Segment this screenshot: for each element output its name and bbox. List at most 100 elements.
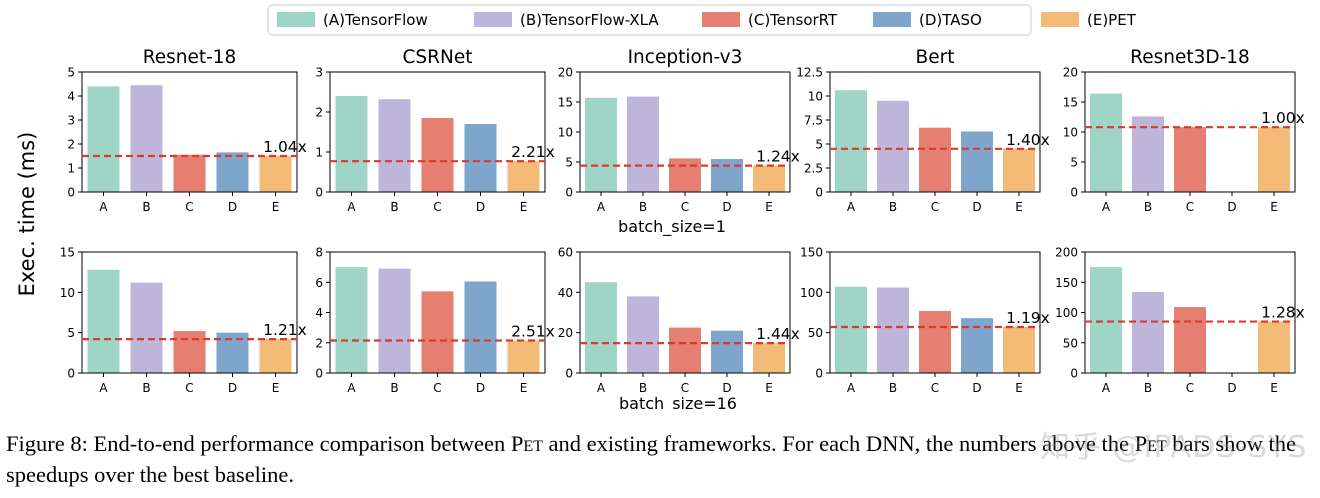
- x-tick-label: C: [1186, 200, 1194, 214]
- bar-e: [753, 165, 785, 192]
- bar-b: [1132, 116, 1164, 192]
- x-tick-label: C: [681, 200, 689, 214]
- y-tick-label: 15: [558, 96, 573, 110]
- legend-swatch-b: [474, 12, 512, 27]
- axes-frame: [579, 251, 791, 374]
- bar-a: [87, 86, 120, 192]
- legend-frame: [267, 4, 1032, 36]
- x-tick-label: B: [390, 381, 398, 395]
- y-tick-label: 5: [1070, 156, 1078, 170]
- x-tick-label: B: [142, 381, 150, 395]
- y-tick-label: 2.5: [804, 162, 823, 176]
- x-tick-label: E: [1270, 200, 1278, 214]
- watermark-text: 知乎 @IPADS-SYS: [1040, 430, 1308, 465]
- y-tick-label: 7.5: [804, 114, 823, 128]
- x-tick-label: E: [272, 200, 280, 214]
- x-tick-label: E: [520, 200, 528, 214]
- figure-caption: Figure 8: End-to-end performance compari…: [6, 428, 1306, 490]
- x-tick-label: C: [931, 200, 939, 214]
- bar-a: [335, 267, 368, 373]
- y-tick-label: 0: [67, 367, 75, 381]
- x-tick-label: D: [972, 200, 981, 214]
- y-tick-label: 4: [315, 306, 323, 320]
- x-tick-label: E: [1015, 200, 1023, 214]
- x-tick-label: E: [765, 381, 773, 395]
- x-tick-label: D: [972, 381, 981, 395]
- x-tick-label: D: [476, 200, 485, 214]
- y-tick-label: 2: [315, 336, 323, 350]
- chart-panel-8: A B C D E 0 20 40 60 1.44x: [558, 246, 800, 396]
- x-tick-label: C: [185, 381, 193, 395]
- y-tick-label: 3: [67, 114, 75, 128]
- x-tick-label: A: [597, 381, 606, 395]
- y-tick-label: 10: [558, 126, 573, 140]
- y-tick-label: 5: [565, 156, 573, 170]
- y-tick-label: 20: [558, 66, 573, 80]
- bar-d: [216, 152, 249, 192]
- chart-panel-9: A B C D E 0 50 100 150 1.19x: [800, 246, 1050, 396]
- bar-c: [421, 291, 454, 373]
- y-tick-label: 60: [558, 246, 573, 260]
- chart-panel-3: A B C D E 0 5 10 15 20 1.24x Inception-v3: [558, 47, 800, 214]
- speedup-label: 2.21x: [511, 143, 555, 161]
- bar-c: [669, 327, 701, 373]
- y-tick-label: 10: [808, 90, 823, 104]
- axes-frame: [81, 71, 298, 193]
- speedup-label: 1.19x: [1006, 309, 1050, 327]
- chart-title: Inception-v3: [628, 47, 743, 68]
- bar-b: [130, 85, 163, 192]
- chart-panel-10: A B C D E 0 50 100 150 200 1.28x: [1055, 246, 1305, 396]
- y-tick-label: 10: [1063, 126, 1078, 140]
- y-tick-label: 0: [67, 186, 75, 200]
- y-tick-label: 20: [1063, 66, 1078, 80]
- x-tick-label: C: [1186, 381, 1194, 395]
- y-tick-label: 0: [315, 186, 323, 200]
- x-tick-label: C: [433, 381, 441, 395]
- speedup-label: 1.21x: [263, 321, 307, 339]
- y-tick-label: 0: [1070, 186, 1078, 200]
- bar-b: [877, 287, 909, 373]
- bar-e: [259, 339, 292, 373]
- chart-panel-1: A B C D E 0 1 2 3 4 5 1.04x Resnet-18: [67, 47, 306, 214]
- bar-e: [753, 343, 785, 373]
- bar-e: [507, 161, 540, 192]
- bar-b: [130, 282, 163, 373]
- axes-frame: [829, 251, 1041, 374]
- x-tick-label: C: [185, 200, 193, 214]
- x-tick-label: D: [476, 381, 485, 395]
- y-tick-label: 100: [1055, 306, 1078, 320]
- bar-c: [421, 118, 454, 192]
- y-tick-label: 0: [315, 367, 323, 381]
- chart-title: Resnet3D-18: [1130, 47, 1250, 68]
- bar-b: [877, 100, 909, 192]
- x-tick-label: D: [1227, 381, 1236, 395]
- bar-d: [961, 131, 993, 192]
- figure-canvas: (A)TensorFlow (B)TensorFlow-XLA (C)TensorR…: [15, 4, 1305, 410]
- bar-e: [1003, 327, 1035, 373]
- speedup-label: 1.28x: [1261, 304, 1305, 322]
- caption-middle: and existing frameworks. For each DNN, t…: [542, 431, 1135, 456]
- y-tick-label: 1: [67, 162, 75, 176]
- axes-frame: [81, 251, 298, 374]
- x-tick-label: A: [847, 381, 856, 395]
- x-tick-label: B: [639, 200, 647, 214]
- axes-frame: [329, 71, 546, 193]
- bar-c: [919, 127, 951, 192]
- bar-e: [1258, 127, 1290, 192]
- row-label-batch-1: batch_size=1: [618, 217, 726, 237]
- caption-pet-1: Pet: [510, 431, 543, 456]
- y-tick-label: 100: [800, 286, 823, 300]
- chart-panel-4: A B C D E 0 2.5 5 7.5 10 12.5 1.40x Bert: [796, 47, 1050, 214]
- y-tick-label: 50: [1063, 336, 1078, 350]
- y-tick-label: 20: [558, 326, 573, 340]
- legend-swatch-a: [277, 12, 315, 27]
- legend-label-a: (A)TensorFlow: [323, 11, 428, 29]
- speedup-label: 1.00x: [1261, 109, 1305, 127]
- legend-label-e: (E)PET: [1087, 11, 1137, 29]
- speedup-label: 2.51x: [511, 322, 555, 340]
- x-tick-label: B: [889, 200, 897, 214]
- y-tick-label: 5: [815, 138, 823, 152]
- chart-panel-7: A B C D E 0 2 4 6 8 2.51x: [315, 246, 554, 396]
- bar-d: [464, 281, 497, 373]
- x-tick-label: D: [722, 381, 731, 395]
